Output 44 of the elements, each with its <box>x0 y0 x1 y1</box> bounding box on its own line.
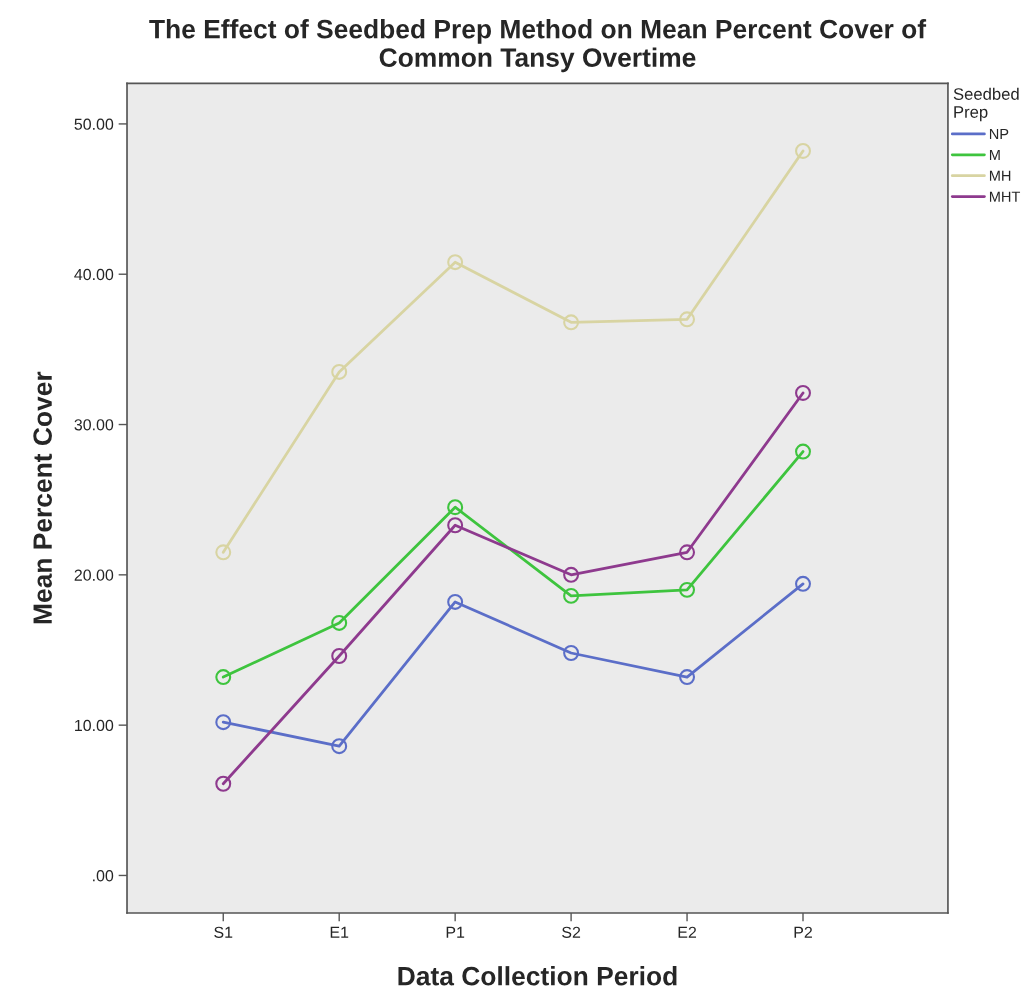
x-axis-title: Data Collection Period <box>398 966 677 986</box>
point <box>331 614 348 631</box>
point <box>563 587 580 604</box>
point <box>795 443 811 460</box>
y-tick-label: 40.00 <box>74 268 114 281</box>
point <box>679 544 696 561</box>
point <box>795 384 811 401</box>
point <box>447 254 464 271</box>
point <box>563 645 580 661</box>
point <box>795 575 811 592</box>
point <box>447 499 464 516</box>
point <box>447 593 464 610</box>
point <box>679 581 696 598</box>
point <box>215 544 232 561</box>
y-tick-label: 20.00 <box>74 569 114 581</box>
y-axis-title: Mean Percent Cover <box>33 371 52 624</box>
y-tick-label: 50.00 <box>74 118 114 130</box>
point <box>331 738 348 755</box>
x-tick-label: P1 <box>446 926 465 938</box>
x-tick-label: S2 <box>562 926 581 938</box>
point <box>563 566 580 583</box>
y-tick-label: 30.00 <box>74 419 114 431</box>
point <box>215 775 232 792</box>
y-tick-label: .00 <box>93 870 114 882</box>
chart-title: The Effect of Seedbed Prep Method on Mean Percent Cover of Common Tansy Overtime <box>149 19 927 73</box>
y-tick-label: 10.00 <box>75 719 114 732</box>
point <box>215 714 232 731</box>
legend-label: M <box>989 149 1000 160</box>
legend-title: Seedbed Prep <box>953 87 1019 122</box>
point <box>679 669 696 686</box>
point <box>447 517 464 534</box>
x-tick-label: E2 <box>678 926 697 938</box>
legend-label: MHT <box>989 191 1021 202</box>
legend-label: NP <box>989 129 1009 140</box>
x-tick-label: S1 <box>214 926 233 938</box>
legend-label: MH <box>989 170 1011 181</box>
point <box>795 142 811 159</box>
point <box>563 314 580 331</box>
point <box>331 363 348 380</box>
x-tick-label: P2 <box>794 926 812 938</box>
point <box>215 669 232 686</box>
point <box>331 648 348 664</box>
point <box>679 311 696 328</box>
x-tick-label: E1 <box>330 926 349 938</box>
